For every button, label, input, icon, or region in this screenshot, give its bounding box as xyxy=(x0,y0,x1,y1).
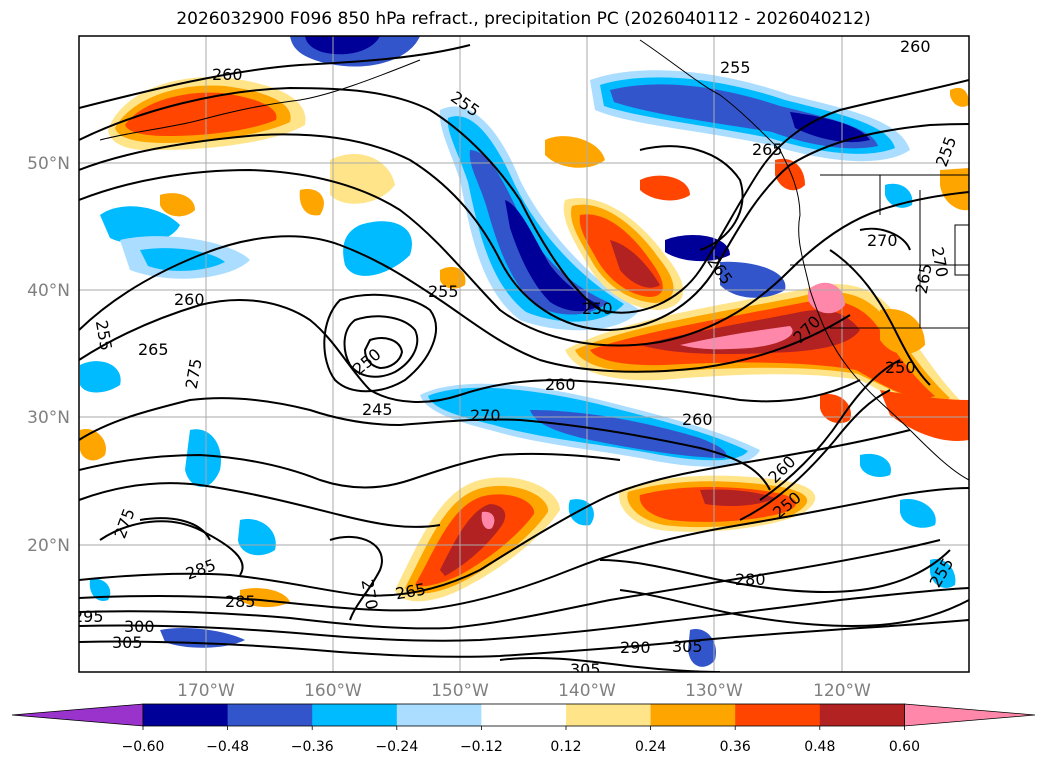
colorbar-swatch xyxy=(819,704,905,726)
contour-label: 270 xyxy=(470,406,501,425)
contour-label: 305 xyxy=(112,633,143,652)
contour-lines xyxy=(79,44,969,672)
map-border xyxy=(78,35,970,673)
contour-label: 290 xyxy=(620,638,651,657)
contour-label: 270 xyxy=(867,231,898,250)
lon-label: 160°W xyxy=(304,681,362,701)
colorbar-swatch xyxy=(481,704,567,726)
lat-label: 50°N xyxy=(27,154,70,174)
contour-label: 280 xyxy=(735,570,766,589)
colorbar-tick-label: −0.36 xyxy=(291,739,334,755)
colorbar-swatch xyxy=(227,704,313,726)
contour-label: 250 xyxy=(582,299,613,318)
colorbar-tick-label: −0.24 xyxy=(375,739,418,755)
contour-label: 265 xyxy=(752,140,783,159)
map-panel: 260 255 260 255 265 255 260 255 265 275 … xyxy=(73,36,969,679)
contour-label: 300 xyxy=(124,617,155,636)
lon-label: 140°W xyxy=(558,681,616,701)
lon-label: 150°W xyxy=(431,681,489,701)
colorbar-swatch xyxy=(566,704,652,726)
colorbar-swatch xyxy=(396,704,482,726)
colorbar-extend-low xyxy=(11,703,144,727)
contour-label: 255 xyxy=(720,58,751,77)
colorbar-tick-label: −0.60 xyxy=(122,739,165,755)
colorbar-tick-label: −0.12 xyxy=(460,739,503,755)
contour-label: 305 xyxy=(570,660,601,679)
colorbar-swatch xyxy=(735,704,821,726)
lon-label: 130°W xyxy=(685,681,743,701)
lon-label: 120°W xyxy=(813,681,871,701)
lon-label: 170°W xyxy=(177,681,235,701)
lat-label: 20°N xyxy=(27,536,70,556)
contour-label-group: 260 255 260 255 265 255 260 255 265 275 … xyxy=(73,37,960,679)
colorbar: −0.60 −0.48 −0.36 −0.24 −0.12 0.12 0.24 0.36 0.4… xyxy=(11,703,1036,755)
longitude-labels: 170°W 160°W 150°W 140°W 130°W 120°W xyxy=(177,681,871,701)
contour-label: 245 xyxy=(362,400,393,419)
shading-layer xyxy=(80,36,969,667)
colorbar-frame xyxy=(142,703,905,727)
contour-label: 260 xyxy=(900,37,931,56)
contour-label: 305 xyxy=(672,637,703,656)
colorbar-tick-label: 0.48 xyxy=(804,739,835,755)
colorbar-swatch xyxy=(312,704,398,726)
contour-label: 260 xyxy=(174,290,205,309)
latitude-labels: 50°N 40°N 30°N 20°N xyxy=(27,154,70,556)
coastlines xyxy=(99,39,969,481)
lat-label: 30°N xyxy=(27,408,70,428)
contour-label: 265 xyxy=(138,340,169,359)
contour-label: 255 xyxy=(428,282,459,301)
colorbar-swatch xyxy=(650,704,736,726)
contour-label: 260 xyxy=(682,410,713,429)
map-title: 2026032900 F096 850 hPa refract., precip… xyxy=(176,9,871,29)
gridlines xyxy=(79,36,969,672)
contour-label: 285 xyxy=(225,592,256,611)
colorbar-tick-label: 0.12 xyxy=(550,739,581,755)
colorbar-swatch xyxy=(143,704,229,726)
colorbar-tick-label: 0.24 xyxy=(635,739,666,755)
contour-label: 295 xyxy=(73,607,104,626)
contour-label: 260 xyxy=(212,65,243,84)
colorbar-extend-high xyxy=(904,703,1036,727)
colorbar-tick-label: 0.60 xyxy=(889,739,920,755)
colorbar-tick-label: −0.48 xyxy=(206,739,249,755)
contour-label: 260 xyxy=(545,375,576,394)
colorbar-tick-label: 0.36 xyxy=(720,739,751,755)
contour-label: 250 xyxy=(885,358,916,377)
lat-label: 40°N xyxy=(27,281,70,301)
